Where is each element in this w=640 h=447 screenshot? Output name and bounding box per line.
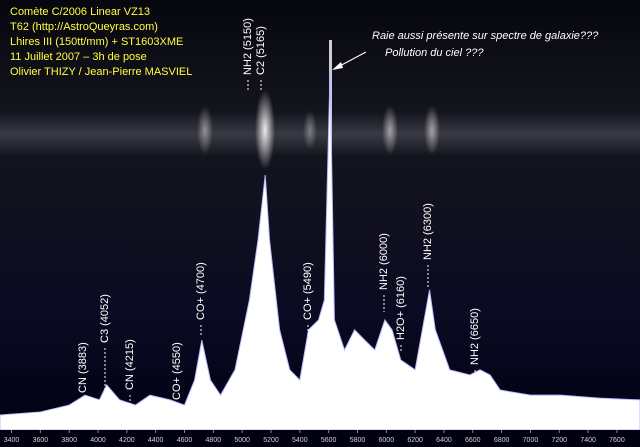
- x-tick-label: 3400: [4, 437, 20, 444]
- x-tick-label: 4200: [119, 437, 135, 444]
- line-label: CN (4215): [124, 339, 136, 390]
- x-tick-label: 6600: [465, 437, 481, 444]
- line-label: H2O+ (6160): [395, 276, 407, 340]
- x-tick-label: 7400: [580, 437, 596, 444]
- x-tick-label: 6400: [436, 437, 452, 444]
- x-tick-label: 6000: [379, 437, 395, 444]
- header: Comète C/2006 Linear VZ13 T62 (http://As…: [10, 6, 192, 78]
- line-label: CO+ (5490): [302, 262, 314, 320]
- line-label: CO+ (4550): [171, 342, 183, 400]
- line-label: NH2 (6650): [469, 308, 481, 365]
- plot: 3400 3600 3800 4000 4200 4400 4600 4800 5000 5200…: [0, 70, 640, 447]
- line-label: C2 (5165): [255, 26, 267, 75]
- line-label: C3 (4052): [99, 294, 111, 343]
- header-line: 11 Juillet 2007 – 3h de pose: [10, 51, 147, 63]
- x-tick-label: 4400: [148, 437, 164, 444]
- x-tick-label: 5400: [292, 437, 308, 444]
- x-tick-label: 5200: [263, 437, 279, 444]
- axis-strip: [0, 430, 640, 447]
- x-tick-label: 3800: [61, 437, 77, 444]
- line-label: NH2 (6000): [378, 233, 390, 290]
- line-label: NH2 (5150): [242, 18, 254, 75]
- x-tick-label: 4000: [90, 437, 106, 444]
- arrow: [332, 51, 367, 70]
- note: Raie aussi présente sur spectre de galax…: [372, 30, 599, 42]
- spectrum-area: [0, 70, 640, 431]
- x-tick-label: 7600: [609, 437, 625, 444]
- x-tick-label: 4800: [206, 437, 222, 444]
- x-tick-label: 7200: [551, 437, 567, 444]
- x-tick-label: 4600: [177, 437, 193, 444]
- x-tick-label: 7000: [523, 437, 539, 444]
- x-tick-label: 5600: [321, 437, 337, 444]
- line-label: NH2 (6300): [422, 203, 434, 260]
- header-line: Comète C/2006 Linear VZ13: [10, 6, 150, 18]
- note: Pollution du ciel ???: [385, 47, 484, 59]
- x-tick-label: 3600: [33, 437, 49, 444]
- line-label: CN (3883): [77, 342, 89, 393]
- header-line: Lhires III (150tt/mm) + ST1603XME: [10, 36, 183, 48]
- x-tick-label: 6200: [407, 437, 423, 444]
- x-tick-label: 6800: [494, 437, 510, 444]
- annotations: CN (3883) C3 (4052) CN (4215) CO+ (4550) CO+…: [77, 18, 481, 418]
- x-tick-label: 5000: [234, 437, 250, 444]
- x-tick-label: 5800: [350, 437, 366, 444]
- header-line: Olivier THIZY / Jean-Pierre MASVIEL: [10, 66, 192, 78]
- header-line: T62 (http://AstroQueyras.com): [10, 21, 158, 33]
- line-label: CO+ (4700): [195, 262, 207, 320]
